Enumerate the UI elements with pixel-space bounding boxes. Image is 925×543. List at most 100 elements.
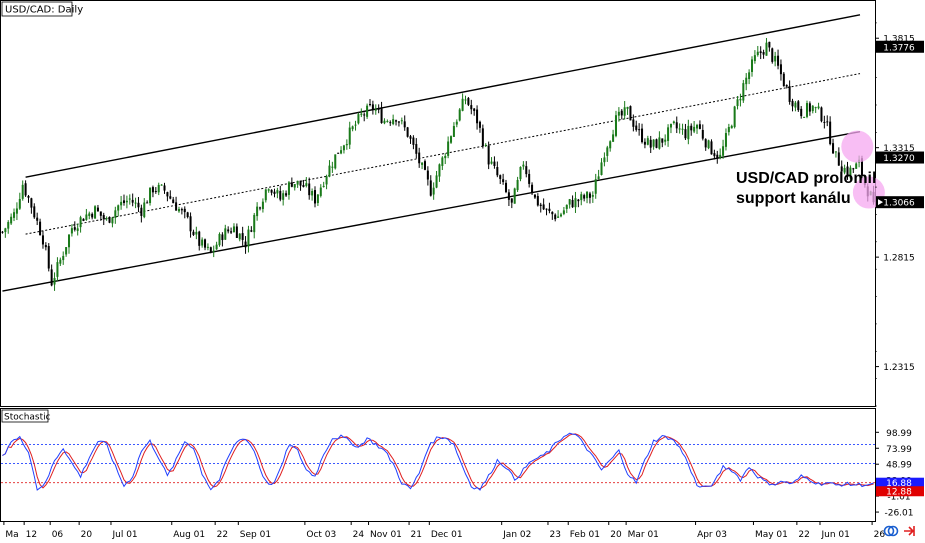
link-icon[interactable]	[883, 525, 895, 537]
candle-body	[632, 119, 635, 127]
candle-body	[811, 105, 814, 112]
candle-body	[675, 122, 678, 129]
stoch-tick-label: -26.01	[884, 509, 913, 519]
candle-body	[154, 190, 157, 192]
candle-body	[160, 184, 163, 186]
candle-body	[782, 73, 785, 87]
time-tick-label: Aug 01	[173, 530, 205, 539]
stoch-marker-box	[876, 477, 924, 488]
candle-body	[484, 145, 487, 147]
candle-body	[545, 208, 548, 210]
candle-body	[137, 202, 140, 208]
candle-body	[756, 51, 759, 56]
candle-body	[204, 239, 207, 248]
candle-body	[762, 52, 765, 55]
candle-body	[502, 179, 505, 183]
candle-body	[149, 187, 152, 204]
candle-body	[664, 139, 667, 142]
price-marker-label: 1.3066	[883, 199, 915, 209]
candle-body	[687, 125, 690, 140]
candle-body	[368, 104, 372, 106]
time-axis: Ma 12 06 20 Jul 01 Aug 01 22 Sep 01 Oct 03 24 Nov …	[3, 521, 885, 540]
candle-body	[429, 180, 432, 196]
candle-body	[551, 211, 554, 215]
candle-body	[768, 41, 771, 48]
candle-body	[30, 198, 33, 208]
candle-body	[748, 72, 751, 80]
candle-body	[348, 127, 351, 145]
time-tick-label: Jul 01	[111, 530, 137, 539]
candle-body	[638, 129, 641, 131]
candle-body	[478, 121, 481, 128]
candle-body	[609, 141, 612, 149]
candle-body	[195, 231, 198, 235]
candle-body	[672, 121, 675, 124]
candle-body	[33, 206, 36, 218]
candle-body	[771, 48, 774, 62]
candle-body	[785, 85, 788, 87]
candle-body	[299, 180, 302, 186]
candle-body	[834, 151, 837, 153]
candle-body	[759, 51, 762, 54]
price-marker-box	[876, 151, 924, 164]
stoch-signal-line	[2, 433, 874, 490]
candle-body	[652, 139, 655, 147]
annotation-line-1: USD/CAD prolomil	[736, 170, 876, 187]
stoch-tick-label: 98.99	[886, 429, 912, 439]
candle-body	[580, 194, 583, 201]
candle-body	[105, 218, 108, 220]
candle-body	[820, 107, 823, 122]
candle-body	[151, 187, 154, 193]
candle-body	[678, 128, 681, 130]
candle-body	[733, 106, 736, 128]
candle-body	[696, 124, 699, 129]
candle-body	[710, 141, 713, 155]
candle-body	[79, 217, 82, 228]
candle-body	[473, 108, 476, 111]
candle-body	[730, 125, 733, 129]
candle-body	[791, 100, 794, 107]
candle-body	[143, 202, 146, 218]
candle-body	[661, 138, 664, 143]
time-tick-label: Oct 03	[306, 530, 336, 539]
candle-body	[392, 119, 395, 125]
candle-body	[73, 227, 76, 230]
candle-body	[490, 161, 493, 164]
candle-body	[707, 140, 710, 149]
price-panel-frame	[0, 0, 876, 407]
candle-body	[334, 154, 337, 169]
candle-body	[380, 108, 383, 124]
candle-body	[620, 110, 623, 116]
candle-body	[583, 195, 586, 199]
candle-body	[586, 191, 589, 199]
candle-body	[383, 120, 386, 124]
candle-body	[218, 233, 221, 246]
candle-body	[667, 127, 670, 142]
candle-body	[273, 191, 276, 194]
candle-body	[635, 125, 638, 130]
candle-body	[600, 162, 603, 175]
candle-body	[826, 121, 829, 123]
candle-body	[166, 192, 169, 197]
candle-body	[41, 235, 44, 245]
candle-body	[800, 108, 803, 117]
candle-body	[817, 106, 820, 109]
candle-body	[400, 120, 403, 122]
candle-body	[157, 184, 160, 193]
time-tick-label: 22	[217, 530, 228, 539]
corner-icons[interactable]	[883, 525, 915, 537]
candle-body	[681, 128, 684, 130]
candle-body	[140, 207, 143, 216]
stochastic-label: Stochastic	[4, 413, 51, 423]
candle-body	[742, 83, 745, 101]
arrow-to-end-icon[interactable]	[904, 526, 915, 536]
candle-body	[409, 136, 412, 139]
candle-body	[56, 262, 59, 277]
candle-body	[342, 145, 345, 151]
candle-body	[264, 189, 267, 201]
time-tick-label: 21	[411, 530, 422, 539]
candle-body	[612, 134, 615, 142]
candle-body	[340, 150, 343, 154]
price-tick-label: 1.2815	[883, 254, 915, 264]
candle-body	[418, 152, 421, 164]
